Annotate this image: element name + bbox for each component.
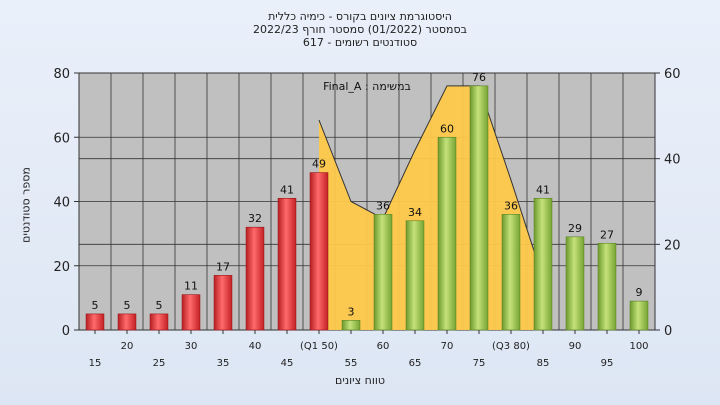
data-label: 5 xyxy=(156,299,163,312)
bar xyxy=(117,313,137,331)
x-tick-label: 15 xyxy=(89,358,102,369)
bar xyxy=(277,197,297,331)
data-label: 32 xyxy=(248,212,262,225)
x-tick-label: 20 xyxy=(121,341,134,352)
bar xyxy=(309,172,329,331)
y2-tick-label: 20 xyxy=(664,238,681,253)
bar xyxy=(437,136,457,331)
x-tick-label: 60 xyxy=(377,341,390,352)
chart-title-line-3: סטודנטים רשומים - 617 xyxy=(302,36,418,49)
x-tick-label: 40 xyxy=(249,341,262,352)
bar xyxy=(181,294,201,331)
x-tick-label: 30 xyxy=(185,341,198,352)
data-label: 5 xyxy=(124,299,131,312)
y-axis-label: מספר סטודנטים xyxy=(19,167,33,243)
data-label: 17 xyxy=(216,260,230,273)
data-label: 76 xyxy=(472,71,486,84)
data-label: 29 xyxy=(568,222,582,235)
y-tick-label: 60 xyxy=(53,131,70,146)
data-label: 34 xyxy=(408,206,422,219)
bar xyxy=(149,313,169,331)
data-label: 11 xyxy=(184,280,198,293)
bar xyxy=(565,236,585,331)
data-label: 60 xyxy=(440,122,454,135)
bar xyxy=(341,320,361,331)
data-label: 27 xyxy=(600,228,614,241)
data-label: 41 xyxy=(280,183,294,196)
bar xyxy=(373,214,393,331)
x-tick-label: 75 xyxy=(473,358,486,369)
bar xyxy=(629,300,649,331)
x-tick-label: 35 xyxy=(217,358,230,369)
bar xyxy=(405,220,425,331)
bar xyxy=(597,242,617,331)
y-tick-label: 0 xyxy=(62,324,70,339)
x-tick-label: 45 xyxy=(281,358,294,369)
data-label: 3 xyxy=(348,305,355,318)
y-tick-label: 80 xyxy=(53,67,70,82)
bar xyxy=(501,214,521,331)
x-tick-label: 70 xyxy=(441,341,454,352)
y-tick-label: 20 xyxy=(53,260,70,275)
x-axis-label: טווח ציונים xyxy=(335,374,385,387)
y-tick-label: 40 xyxy=(53,196,70,211)
y2-tick-label: 40 xyxy=(664,153,681,168)
bar xyxy=(245,226,265,331)
area-overlay-line xyxy=(318,85,544,279)
bar xyxy=(85,313,105,331)
x-tick-label: 85 xyxy=(537,358,550,369)
x-tick-label: 100 xyxy=(629,341,648,352)
y2-tick-label: 0 xyxy=(664,324,672,339)
x-tick-label: 55 xyxy=(345,358,358,369)
y2-tick-label: 60 xyxy=(664,67,681,82)
data-label: 41 xyxy=(536,183,550,196)
data-label: 9 xyxy=(636,286,643,299)
data-label: 36 xyxy=(376,199,390,212)
legend-annotation: במשימה : Final_A xyxy=(323,80,411,93)
chart-title-line-2: בסמסטר (01/2022) סמסטר חורף 2022/23 xyxy=(253,23,467,36)
x-tick-label: (Q3 80) xyxy=(492,341,530,352)
bar xyxy=(469,85,489,331)
x-tick-label: 90 xyxy=(569,341,582,352)
bar xyxy=(213,275,233,331)
x-tick-label: 65 xyxy=(409,358,422,369)
x-tick-label: (Q1 50) xyxy=(300,341,338,352)
bar xyxy=(533,197,553,331)
data-label: 36 xyxy=(504,199,518,212)
data-label: 49 xyxy=(312,158,326,171)
chart-title-line-1: היסטוגרמת ציונים בקורס - כימיה כללית xyxy=(268,10,452,23)
x-tick-label: 95 xyxy=(601,358,614,369)
x-tick-label: 25 xyxy=(153,358,166,369)
chart-title: היסטוגרמת ציונים בקורס - כימיה כללית בסמ… xyxy=(0,10,720,49)
data-label: 5 xyxy=(92,299,99,312)
